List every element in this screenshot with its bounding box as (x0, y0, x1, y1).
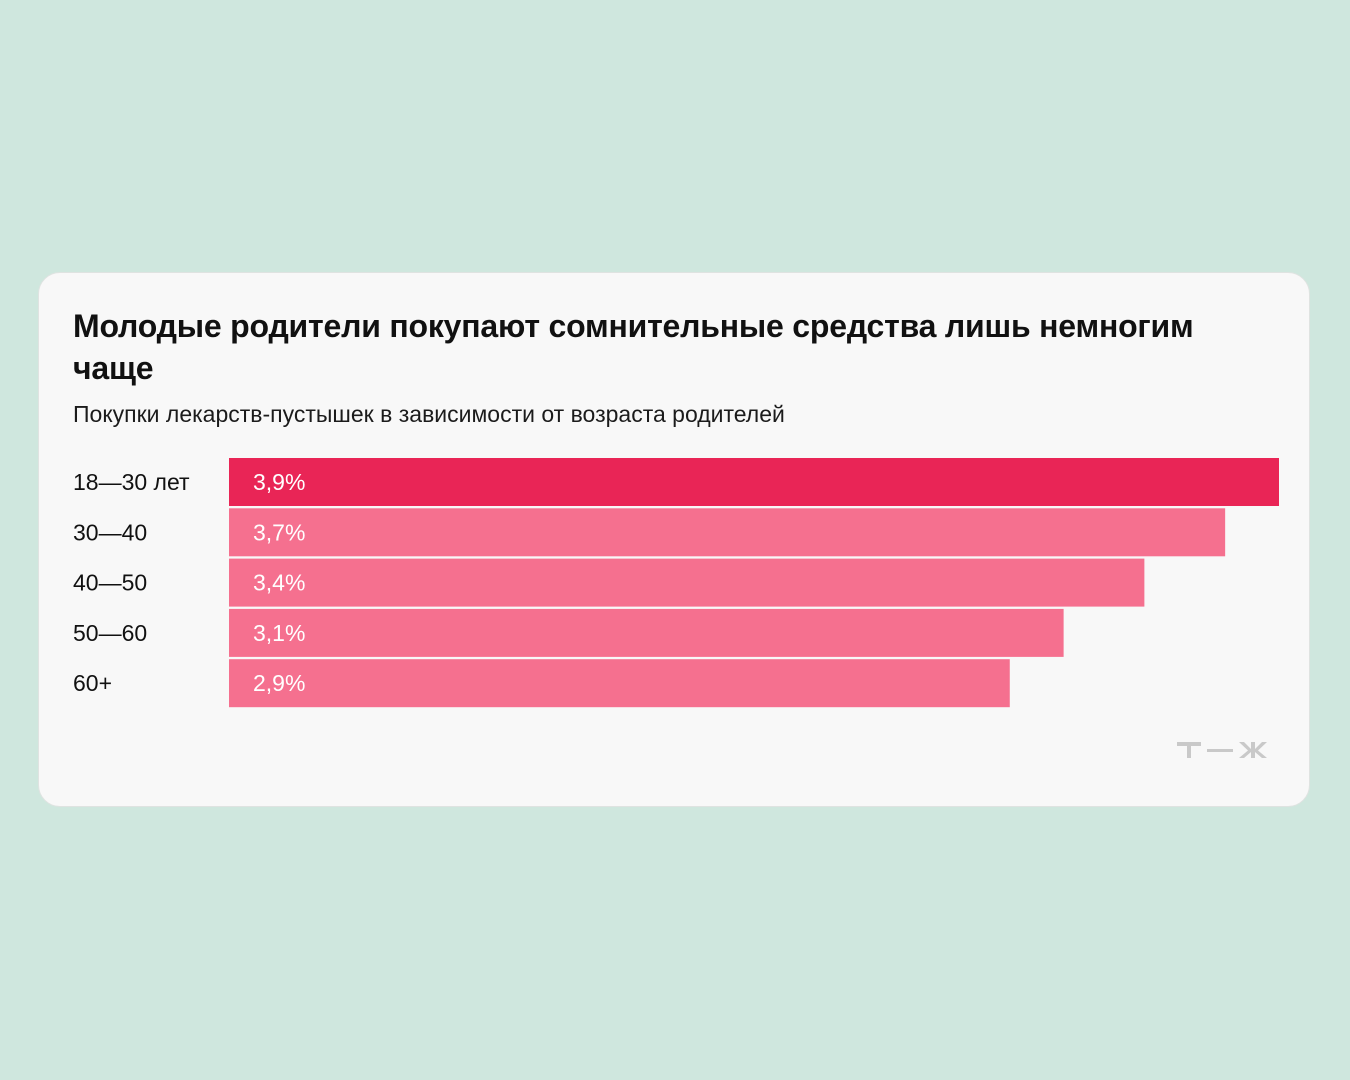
tzh-logo-icon (1177, 742, 1267, 758)
bar-1 (229, 508, 1226, 557)
bar-0 (229, 458, 1279, 506)
bar-2 (229, 558, 1145, 607)
value-label-2: 3,4% (253, 570, 305, 596)
value-label-3: 3,1% (253, 620, 305, 646)
category-label-3: 50—60 (73, 620, 147, 646)
bar-4 (229, 659, 1010, 708)
chart-card: Молодые родители покупают сомнительные с… (38, 272, 1310, 807)
chart-title: Молодые родители покупают сомнительные с… (73, 308, 1194, 386)
category-label-2: 40—50 (73, 570, 147, 596)
bar-3 (229, 608, 1064, 657)
value-label-4: 2,9% (253, 670, 305, 696)
bar-chart: 18—30 лет 3,9% 30—40 3,7% 40—50 3,4% 50—60 3,1%… (73, 458, 1279, 708)
chart-subtitle: Покупки лекарств-пустышек в зависимости … (73, 401, 785, 427)
category-label-4: 60+ (73, 670, 112, 696)
value-label-1: 3,7% (253, 519, 305, 545)
value-label-0: 3,9% (253, 469, 305, 495)
category-label-1: 30—40 (73, 519, 147, 545)
category-label-0: 18—30 лет (73, 469, 190, 495)
